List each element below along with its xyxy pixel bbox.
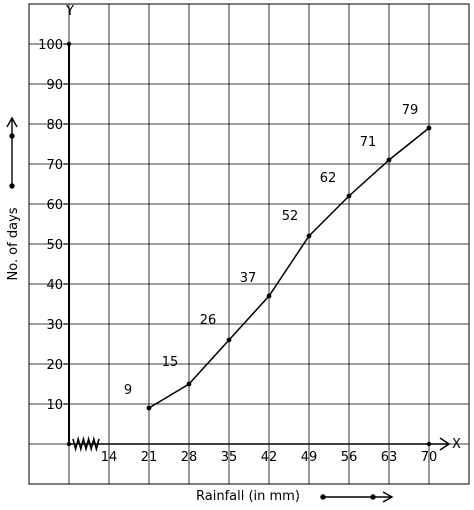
tick-labels: 10 20 30 40 50 60 70 80 90 100 14 21 28 35 42 49 56 63 70 [38, 38, 437, 465]
axes [66, 41, 451, 453]
x-tick-label: 63 [381, 450, 398, 465]
grid [28, 3, 470, 485]
data-point [266, 293, 272, 299]
data-point [146, 405, 152, 411]
series-line [148, 127, 430, 409]
x-tick-label: 42 [261, 450, 278, 465]
data-point [386, 157, 392, 163]
x-tick-label: 28 [181, 450, 198, 465]
y-direction-arrow [6, 116, 18, 189]
data-point [226, 337, 232, 343]
x-tick-label: 21 [141, 450, 158, 465]
y-tick-label: 80 [46, 118, 63, 133]
x-tick-label: 70 [421, 450, 438, 465]
data-point [426, 125, 432, 131]
x-direction-arrow [320, 491, 394, 503]
x-tick-label: 35 [221, 450, 238, 465]
x-axis-end-dot [426, 441, 432, 447]
y-axis-label: No. of days [6, 207, 21, 280]
data-label: 15 [162, 355, 179, 370]
data-label: 71 [360, 135, 377, 150]
series-ogive [146, 125, 432, 411]
y-tick-label: 10 [46, 398, 63, 413]
data-label: 26 [200, 313, 217, 328]
data-point [306, 233, 312, 239]
x-axis-arrowhead [439, 437, 451, 451]
data-labels: 9 15 26 37 52 62 71 79 [124, 103, 418, 398]
y-tick-label: 100 [38, 38, 63, 53]
y-tick-label: 60 [46, 198, 63, 213]
x-axis-break [72, 435, 100, 453]
data-label: 79 [402, 103, 419, 118]
x-tick-label: 14 [101, 450, 118, 465]
data-label: 62 [320, 171, 337, 186]
y-tick-label: 40 [46, 278, 63, 293]
data-point [186, 381, 192, 387]
x-tick-label: 56 [341, 450, 358, 465]
y-tick-label: 50 [46, 238, 63, 253]
y-axis-letter: Y [65, 4, 74, 19]
y-tick-label: 70 [46, 158, 63, 173]
data-point [346, 193, 352, 199]
data-label: 37 [240, 271, 257, 286]
y-axis-end-dot [66, 41, 72, 47]
x-axis-label: Rainfall (in mm) [196, 489, 300, 504]
y-tick-label: 20 [46, 358, 63, 373]
data-label: 9 [124, 383, 132, 398]
x-tick-label: 49 [301, 450, 318, 465]
y-tick-label: 30 [46, 318, 63, 333]
x-axis-letter: X [452, 437, 461, 452]
y-tick-label: 90 [46, 78, 63, 93]
data-label: 52 [282, 209, 299, 224]
